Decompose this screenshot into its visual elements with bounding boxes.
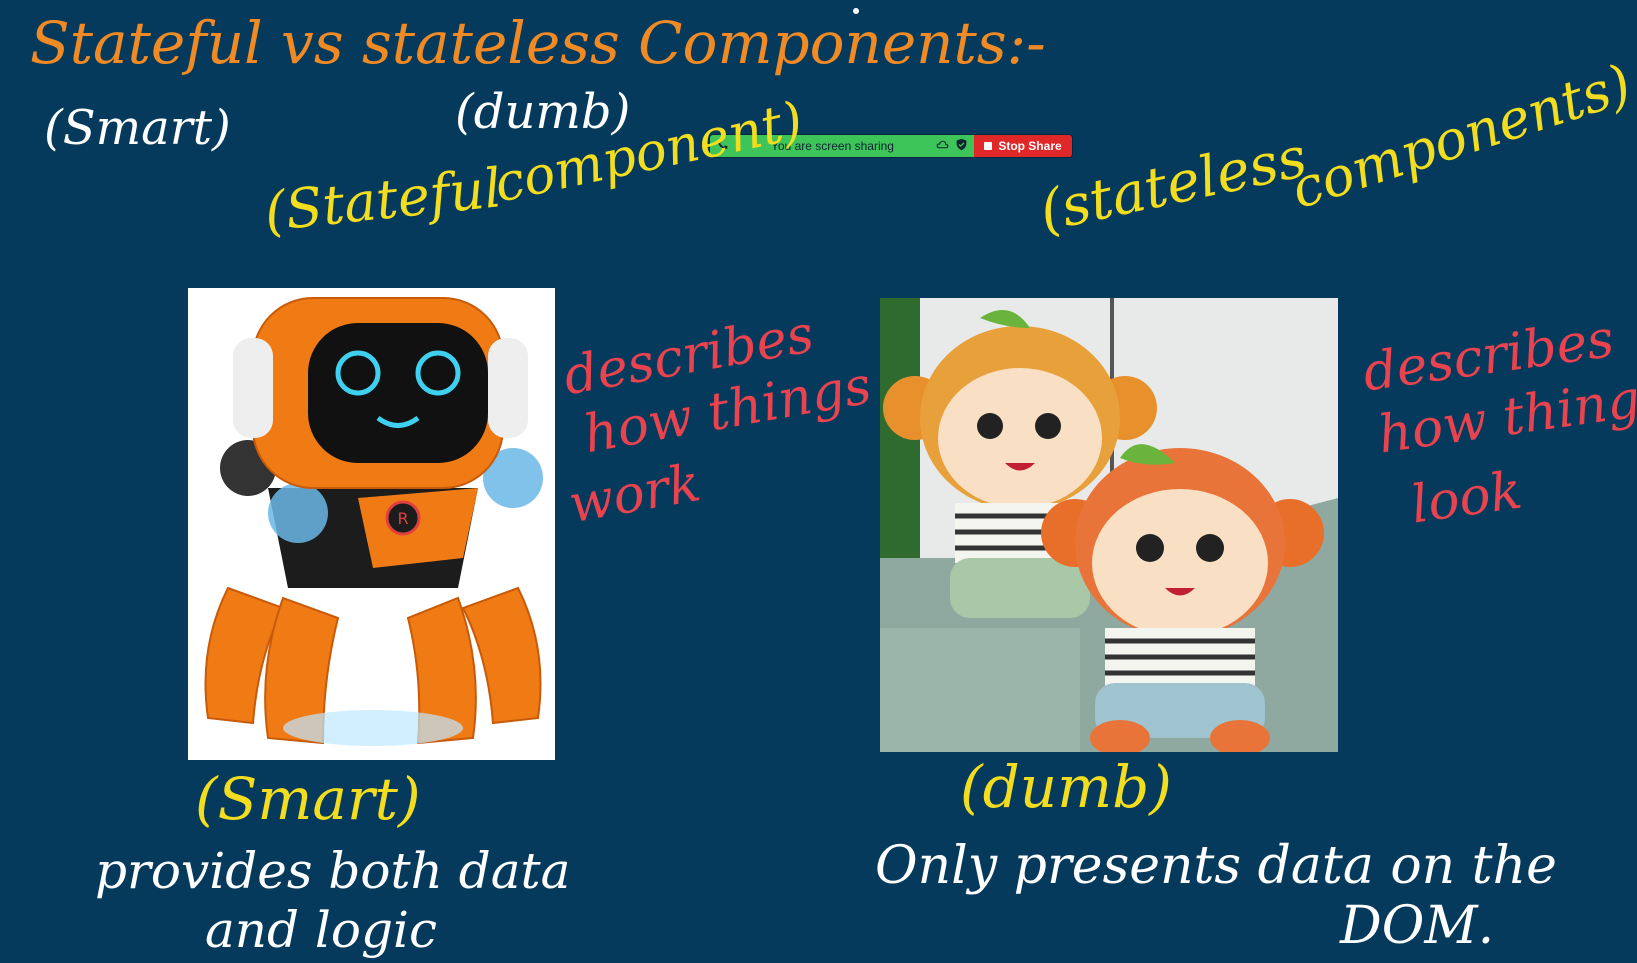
robot-toy-image: R [188, 288, 555, 760]
smart-description-line2: and logic [205, 901, 438, 959]
screen-share-status: You are screen sharing [710, 135, 974, 157]
smart-label-top: (Smart) [44, 100, 231, 156]
dumb-description-line2: DOM. [1340, 896, 1495, 956]
plush-monkey-image [880, 298, 1338, 752]
dumb-label-bottom: (dumb) [960, 753, 1172, 821]
stop-square-icon [984, 142, 993, 150]
left-note-line3: work [564, 453, 705, 536]
dumb-label-top: (dumb) [455, 84, 631, 140]
phone-icon[interactable] [716, 138, 729, 154]
smart-description-line1: provides both data [95, 842, 571, 900]
shield-check-icon[interactable] [955, 138, 968, 154]
stop-share-label: Stop Share [998, 139, 1062, 153]
screen-share-message: You are screen sharing [771, 139, 894, 153]
smart-label-bottom: (Smart) [195, 765, 421, 833]
stop-share-button[interactable]: Stop Share [974, 135, 1072, 157]
page-title: Stateful vs stateless Components:- [30, 9, 1046, 77]
svg-text:R: R [397, 509, 408, 528]
stateful-heading-part1: (Stateful [261, 156, 505, 244]
stateless-heading-part2: components) [1283, 52, 1637, 222]
stateless-heading-part1: (stateless [1033, 124, 1313, 245]
dumb-description-line1: Only presents data on the [875, 836, 1557, 896]
pen-dot [853, 8, 859, 14]
cloud-icon[interactable] [936, 138, 949, 154]
right-note-line3: look [1407, 460, 1526, 536]
screen-share-bar: You are screen sharing Stop Share [710, 135, 1072, 157]
